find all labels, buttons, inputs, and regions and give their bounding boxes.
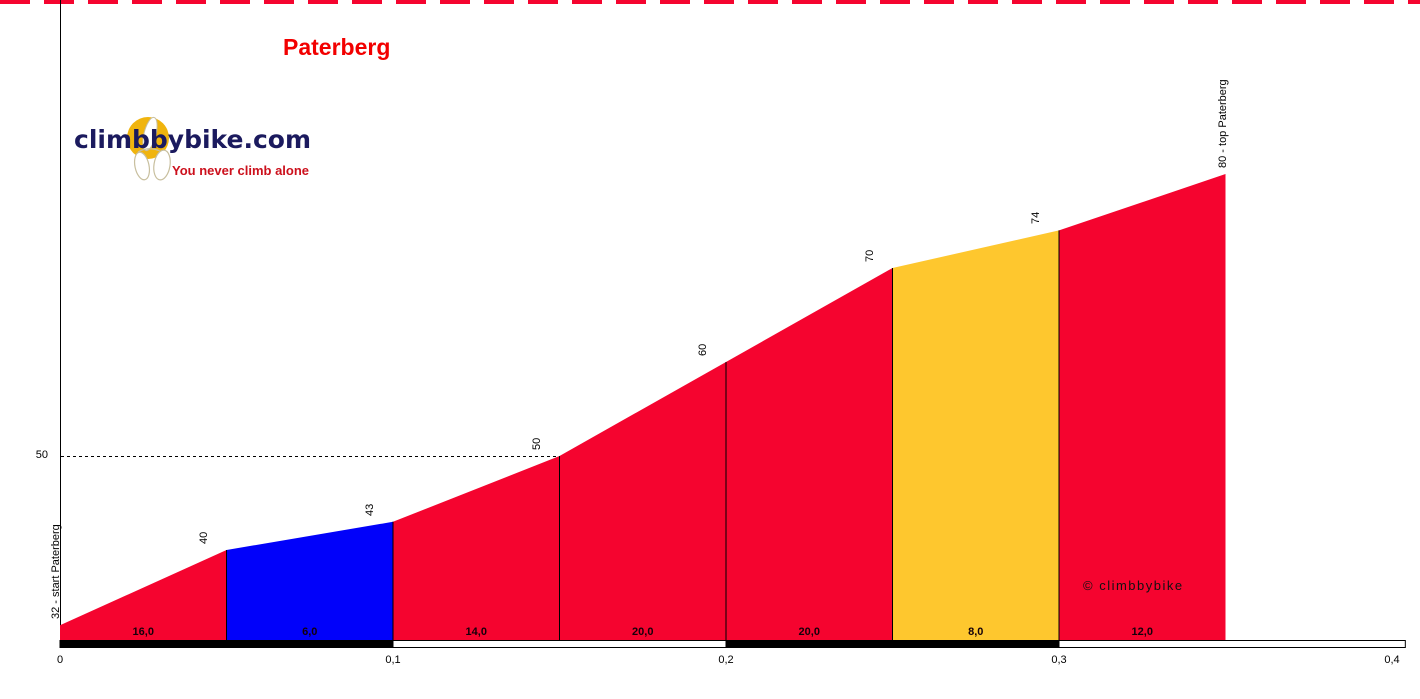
x-axis-tick-label: 0,1 <box>385 654 401 666</box>
elevation-label: 32 - start Paterberg <box>50 524 62 620</box>
gradient-label: 20,0 <box>632 626 654 638</box>
gradient-label: 14,0 <box>465 626 487 638</box>
climbbybike-logo: climbbybike.com You never climb alone <box>72 112 342 207</box>
x-axis-tick-label: 0,4 <box>1384 654 1400 666</box>
x-axis-tick-label: 0,3 <box>1051 654 1067 666</box>
profile-segment <box>559 362 726 640</box>
copyright-watermark: © climbbybike <box>1083 578 1184 593</box>
elevation-label: 70 <box>863 249 876 262</box>
logo-tagline: You never climb alone <box>172 163 310 178</box>
y-axis-tick-label: 50 <box>35 449 48 461</box>
elevation-label: 50 <box>530 437 543 450</box>
distance-bar-cell <box>1058 640 1406 648</box>
profile-segment <box>726 268 893 640</box>
gradient-label: 6,0 <box>302 626 318 638</box>
gradient-label: 8,0 <box>968 626 984 638</box>
y-axis-line <box>60 0 61 648</box>
gradient-label: 16,0 <box>132 626 154 638</box>
elevation-label: 60 <box>697 343 709 356</box>
top-dashed-line <box>0 0 1420 4</box>
gradient-label: 20,0 <box>798 626 820 638</box>
elevation-label: 43 <box>364 503 376 516</box>
page-title: Paterberg <box>283 34 391 60</box>
cyclist-logo-icon <box>127 116 171 181</box>
profile-segment <box>1059 174 1226 640</box>
gradient-label: 12,0 <box>1131 626 1153 638</box>
profile-segment <box>892 230 1059 640</box>
profile-segment <box>60 550 227 640</box>
elevation-label: 74 <box>1030 212 1042 225</box>
profile-segment <box>226 521 393 640</box>
logo-text: climbbybike.com <box>74 125 312 154</box>
x-axis-tick-label: 0 <box>56 654 64 666</box>
elevation-label: 40 <box>197 531 210 544</box>
elevation-label: 80 - top Paterberg <box>1216 79 1229 168</box>
x-axis-tick-label: 0,2 <box>718 654 734 666</box>
profile-segment <box>393 456 560 640</box>
